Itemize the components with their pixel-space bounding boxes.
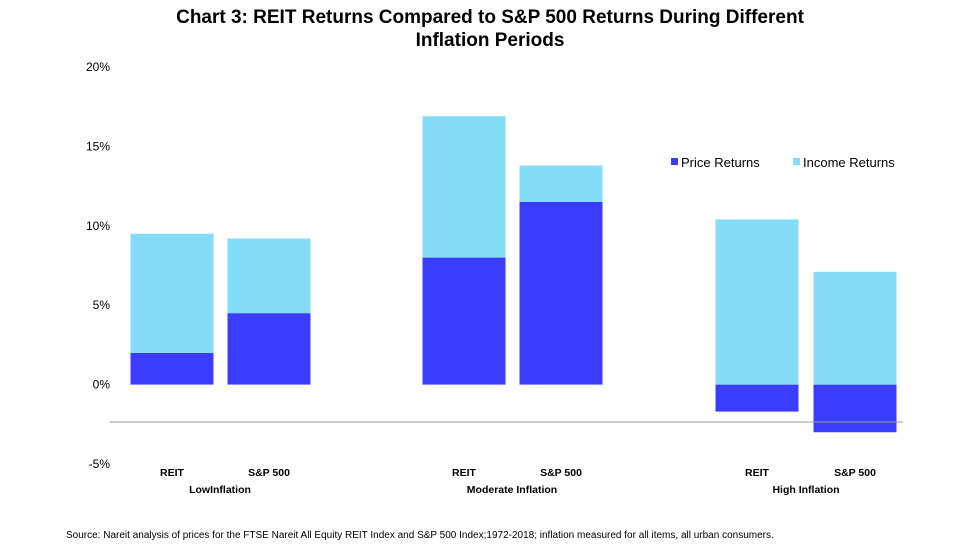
bar-price-returns [519,201,603,385]
bar-price-returns [422,257,506,385]
bar-income-returns [227,238,311,314]
y-tick-label: 15% [86,139,110,153]
y-tick-label: 10% [86,219,110,233]
bar-price-returns [227,313,311,385]
x-category-label: S&P 500 [248,467,290,479]
legend-label: Income Returns [803,155,895,170]
x-category-label: S&P 500 [834,467,876,479]
x-group-label: High Inflation [772,484,839,496]
bar-price-returns [130,352,214,385]
bar-income-returns [130,233,214,353]
bar-price-returns [813,384,897,433]
bar-income-returns [519,165,603,202]
x-group-label: LowInflation [189,484,251,496]
x-category-label: REIT [745,467,770,479]
source-note: Source: Nareit analysis of prices for th… [66,530,774,541]
x-category-label: REIT [452,467,477,479]
legend-swatch [793,158,800,165]
x-group-label: Moderate Inflation [467,484,557,496]
x-category-label: S&P 500 [540,467,582,479]
y-tick-label: 5% [93,298,111,312]
legend-swatch [671,158,678,165]
bar-income-returns [715,219,799,385]
legend-label: Price Returns [681,155,760,170]
chart-title: Chart 3: REIT Returns Compared to S&P 50… [0,6,980,52]
y-tick-label: -5% [89,457,111,471]
bar-price-returns [715,384,799,412]
y-tick-label: 20% [86,60,110,74]
y-tick-label: 0% [93,378,111,392]
chart-title-line-1: Chart 3: REIT Returns Compared to S&P 50… [176,7,804,28]
bar-income-returns [813,271,897,385]
chart-title-line-2: Inflation Periods [415,30,565,51]
bar-income-returns [422,116,506,258]
x-category-label: REIT [160,467,185,479]
